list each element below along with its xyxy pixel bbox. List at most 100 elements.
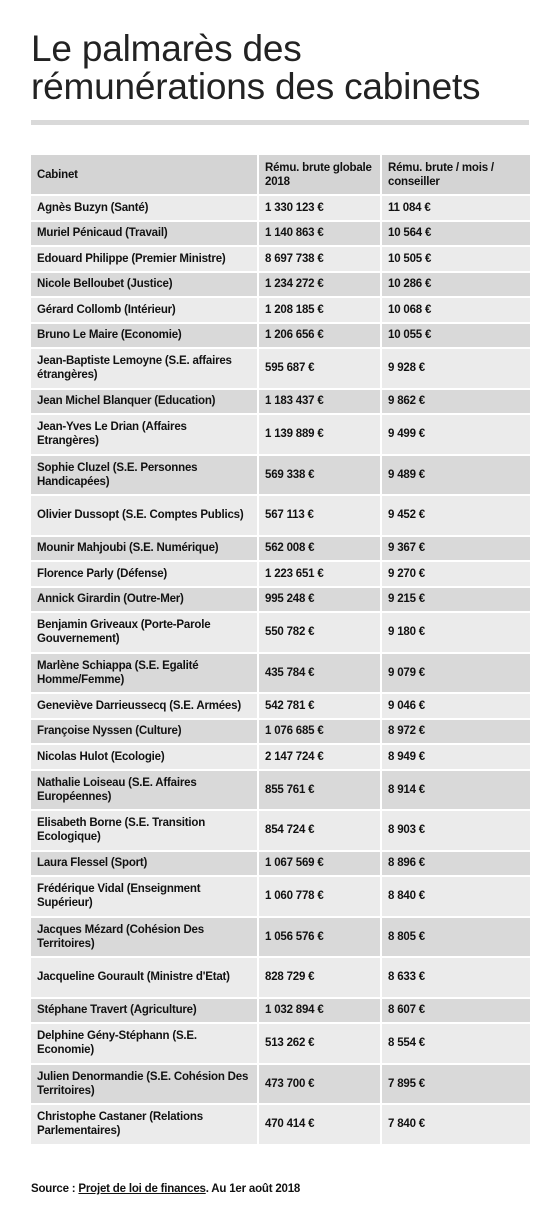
table-row: Delphine Gény-Stéphann (S.E. Economie) 51… — [31, 1024, 530, 1065]
cell-remu-mois: 11 084 € — [380, 196, 530, 222]
cell-cabinet: Jean Michel Blanquer (Education) — [31, 389, 257, 415]
table-row: Edouard Philippe (Premier Ministre) 8 697… — [31, 247, 530, 273]
table-row: Jean-Baptiste Lemoyne (S.E. affaires étr… — [31, 349, 530, 390]
cell-cabinet: Elisabeth Borne (S.E. Transition Ecologi… — [31, 811, 257, 852]
cell-remu-mois: 10 068 € — [380, 298, 530, 324]
table-row: Frédérique Vidal (Enseignment Supérieur)… — [31, 877, 530, 918]
cell-remu-mois: 8 903 € — [380, 811, 530, 852]
cell-remu-globale: 550 782 € — [257, 613, 380, 654]
table-row: Gérard Collomb (Intérieur) 1 208 185 €10 … — [31, 298, 530, 324]
table-row: Muriel Pénicaud (Travail) 1 140 863 €10 5… — [31, 221, 530, 247]
table-row: Nathalie Loiseau (S.E. Affaires Européen… — [31, 770, 530, 811]
cell-remu-globale: 513 262 € — [257, 1024, 380, 1065]
cell-remu-mois: 8 633 € — [380, 958, 530, 999]
table-row: Julien Denormandie (S.E. Cohésion Des Te… — [31, 1064, 530, 1105]
cell-cabinet: Olivier Dussopt (S.E. Comptes Publics) — [31, 496, 257, 537]
table-row: Elisabeth Borne (S.E. Transition Ecologi… — [31, 811, 530, 852]
cell-remu-globale: 470 414 € — [257, 1105, 380, 1146]
cell-remu-mois: 9 046 € — [380, 694, 530, 720]
source-prefix: Source : — [31, 1183, 79, 1195]
cell-remu-mois: 9 862 € — [380, 389, 530, 415]
cell-remu-mois: 8 840 € — [380, 877, 530, 918]
cell-remu-globale: 562 008 € — [257, 536, 380, 562]
cell-cabinet: Muriel Pénicaud (Travail) — [31, 221, 257, 247]
cell-remu-globale: 1 060 778 € — [257, 877, 380, 918]
table-row: Geneviève Darrieussecq (S.E. Armées) 542 … — [31, 694, 530, 720]
table-row: Nicole Belloubet (Justice) 1 234 272 €10 … — [31, 272, 530, 298]
cell-remu-globale: 8 697 738 € — [257, 247, 380, 273]
column-header-cabinet: Cabinet — [31, 155, 257, 196]
cell-cabinet: Mounir Mahjoubi (S.E. Numérique) — [31, 536, 257, 562]
cell-remu-mois: 8 896 € — [380, 851, 530, 877]
cell-cabinet: Delphine Gény-Stéphann (S.E. Economie) — [31, 1024, 257, 1065]
header-row: Cabinet Rému. brute globale 2018 Rému. b… — [31, 155, 530, 196]
table-header: Cabinet Rému. brute globale 2018 Rému. b… — [31, 155, 530, 196]
source-link[interactable]: Projet de loi de finances — [78, 1183, 206, 1195]
cell-remu-mois: 9 452 € — [380, 496, 530, 537]
cell-cabinet: Nicole Belloubet (Justice) — [31, 272, 257, 298]
cell-remu-mois: 9 180 € — [380, 613, 530, 654]
page-title-line-1: Le palmarès des — [31, 28, 302, 69]
column-header-remu-mois: Rému. brute / mois / conseiller — [380, 155, 530, 196]
cell-cabinet: Bruno Le Maire (Economie) — [31, 323, 257, 349]
cell-cabinet: Jean-Baptiste Lemoyne (S.E. affaires étr… — [31, 349, 257, 390]
cell-cabinet: Jacques Mézard (Cohésion Des Territoires… — [31, 917, 257, 958]
cell-remu-globale: 1 056 576 € — [257, 917, 380, 958]
table-row: Jacques Mézard (Cohésion Des Territoires… — [31, 917, 530, 958]
cell-remu-globale: 1 183 437 € — [257, 389, 380, 415]
cell-remu-mois: 9 215 € — [380, 587, 530, 613]
cell-remu-mois: 7 895 € — [380, 1064, 530, 1105]
cell-remu-globale: 569 338 € — [257, 455, 380, 496]
cell-cabinet: Jacqueline Gourault (Ministre d'Etat) — [31, 958, 257, 999]
table-row: Mounir Mahjoubi (S.E. Numérique) 562 008 … — [31, 536, 530, 562]
cell-cabinet: Julien Denormandie (S.E. Cohésion Des Te… — [31, 1064, 257, 1105]
cell-remu-globale: 1 032 894 € — [257, 998, 380, 1024]
cell-cabinet: Laura Flessel (Sport) — [31, 851, 257, 877]
cell-cabinet: Geneviève Darrieussecq (S.E. Armées) — [31, 694, 257, 720]
page-title-line-2: rémunérations des cabinets — [31, 66, 481, 107]
cell-remu-mois: 10 505 € — [380, 247, 530, 273]
cell-remu-globale: 1 076 685 € — [257, 719, 380, 745]
cell-remu-mois: 9 079 € — [380, 653, 530, 694]
cell-cabinet: Sophie Cluzel (S.E. Personnes Handicapée… — [31, 455, 257, 496]
cell-cabinet: Nathalie Loiseau (S.E. Affaires Européen… — [31, 770, 257, 811]
cell-remu-globale: 1 140 863 € — [257, 221, 380, 247]
cell-remu-globale: 2 147 724 € — [257, 745, 380, 771]
source-suffix: . Au 1er août 2018 — [205, 1183, 301, 1195]
cell-remu-mois: 10 286 € — [380, 272, 530, 298]
cell-remu-globale: 828 729 € — [257, 958, 380, 999]
cell-remu-globale: 1 208 185 € — [257, 298, 380, 324]
title-divider — [31, 120, 529, 125]
table-row: Nicolas Hulot (Ecologie) 2 147 724 €8 949… — [31, 745, 530, 771]
cell-remu-mois: 8 914 € — [380, 770, 530, 811]
cell-remu-globale: 1 234 272 € — [257, 272, 380, 298]
table-row: Jacqueline Gourault (Ministre d'Etat) 828… — [31, 958, 530, 999]
table-row: Benjamin Griveaux (Porte-Parole Gouverne… — [31, 613, 530, 654]
cell-cabinet: Agnès Buzyn (Santé) — [31, 196, 257, 222]
cell-cabinet: Benjamin Griveaux (Porte-Parole Gouverne… — [31, 613, 257, 654]
cell-remu-mois: 8 949 € — [380, 745, 530, 771]
cell-remu-globale: 473 700 € — [257, 1064, 380, 1105]
cell-remu-mois: 9 928 € — [380, 349, 530, 390]
cell-cabinet: Christophe Castaner (Relations Parlement… — [31, 1105, 257, 1146]
cell-remu-mois: 8 554 € — [380, 1024, 530, 1065]
cell-remu-mois: 9 270 € — [380, 562, 530, 588]
source-note: Source : Projet de loi de finances. Au 1… — [31, 1183, 300, 1195]
table-body: Agnès Buzyn (Santé) 1 330 123 €11 084 € Mu… — [31, 196, 530, 1146]
remuneration-table: Cabinet Rému. brute globale 2018 Rému. b… — [31, 155, 530, 1146]
cell-cabinet: Florence Parly (Défense) — [31, 562, 257, 588]
cell-remu-globale: 1 206 656 € — [257, 323, 380, 349]
cell-remu-mois: 10 564 € — [380, 221, 530, 247]
table-row: Christophe Castaner (Relations Parlement… — [31, 1105, 530, 1146]
table-row: Stéphane Travert (Agriculture) 1 032 894 … — [31, 998, 530, 1024]
cell-cabinet: Frédérique Vidal (Enseignment Supérieur) — [31, 877, 257, 918]
table-row: Laura Flessel (Sport) 1 067 569 €8 896 € — [31, 851, 530, 877]
cell-cabinet: Jean-Yves Le Drian (Affaires Etrangères) — [31, 415, 257, 456]
cell-remu-mois: 9 367 € — [380, 536, 530, 562]
cell-remu-mois: 9 489 € — [380, 455, 530, 496]
cell-cabinet: Nicolas Hulot (Ecologie) — [31, 745, 257, 771]
cell-remu-globale: 854 724 € — [257, 811, 380, 852]
cell-remu-globale: 855 761 € — [257, 770, 380, 811]
cell-cabinet: Marlène Schiappa (S.E. Egalité Homme/Fem… — [31, 653, 257, 694]
table-row: Agnès Buzyn (Santé) 1 330 123 €11 084 € — [31, 196, 530, 222]
